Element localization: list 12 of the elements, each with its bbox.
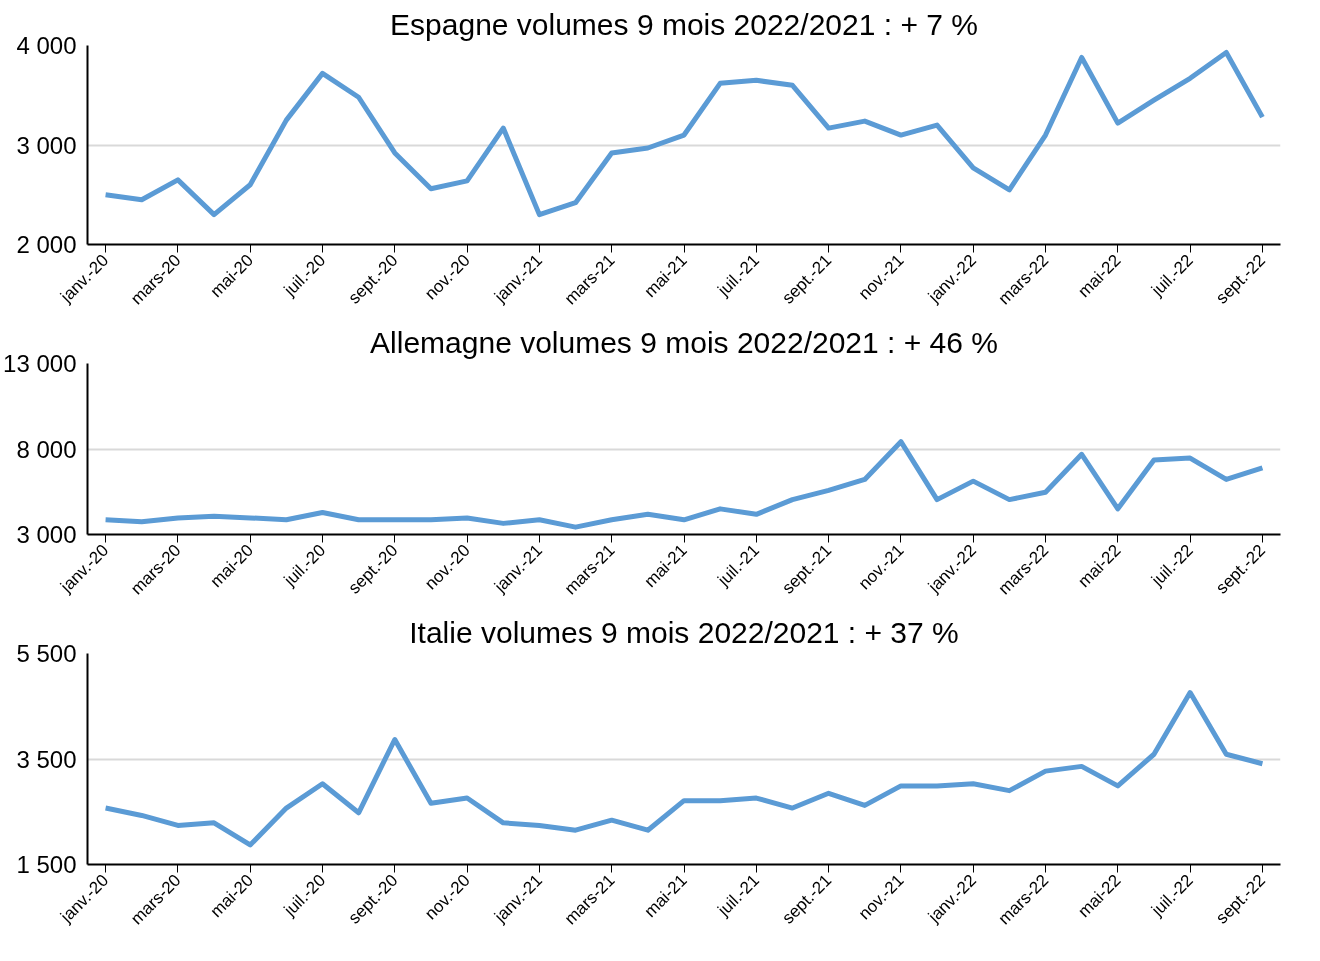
y-tick-label: 1 500 <box>16 851 77 878</box>
y-tick-label: 3 000 <box>16 131 77 159</box>
chart-title: Italie volumes 9 mois 2022/2021 : + 37 % <box>409 615 959 649</box>
y-tick-label: 3 000 <box>16 521 77 548</box>
y-tick-label: 5 500 <box>16 640 77 667</box>
y-tick-label: 2 000 <box>16 231 77 258</box>
y-tick-label: 4 000 <box>16 32 77 59</box>
chart-title: Allemagne volumes 9 mois 2022/2021 : + 46 % <box>370 325 998 359</box>
y-tick-label: 3 500 <box>16 745 77 773</box>
y-tick-label: 13 000 <box>3 350 77 377</box>
chart-title: Espagne volumes 9 mois 2022/2021 : + 7 % <box>390 7 978 41</box>
y-tick-label: 8 000 <box>16 435 77 463</box>
